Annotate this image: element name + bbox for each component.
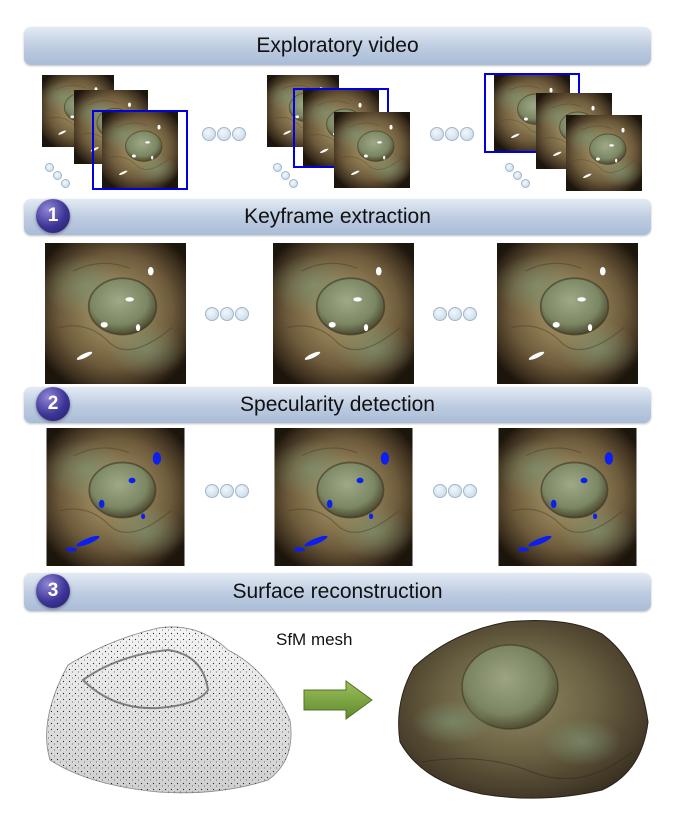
ellipsis-dot bbox=[430, 127, 444, 141]
step-3-number: 3 bbox=[36, 574, 70, 608]
step-2-number: 2 bbox=[36, 387, 70, 421]
specularity-frame bbox=[260, 428, 427, 566]
ellipsis-dot bbox=[220, 484, 234, 498]
ellipsis-dot bbox=[61, 179, 70, 188]
ellipsis-dot bbox=[281, 171, 290, 180]
ellipsis-dot bbox=[463, 307, 477, 321]
step-3-bar: Surface reconstruction bbox=[24, 573, 651, 611]
step-2-label: Specularity detection bbox=[240, 393, 435, 416]
step-1-bar: Keyframe extraction bbox=[24, 199, 651, 235]
ellipsis-dot bbox=[445, 127, 459, 141]
ellipsis-dot bbox=[460, 127, 474, 141]
ellipsis-dot bbox=[235, 484, 249, 498]
ellipsis-dot bbox=[448, 484, 462, 498]
ellipsis-dot bbox=[289, 179, 298, 188]
ellipsis-dot bbox=[433, 484, 447, 498]
step-1-number: 1 bbox=[36, 199, 70, 233]
step-3-label: Surface reconstruction bbox=[232, 580, 443, 603]
ellipsis-dot bbox=[448, 307, 462, 321]
keyframe bbox=[32, 243, 199, 384]
ellipsis-dot bbox=[220, 307, 234, 321]
specularity-frame bbox=[484, 428, 651, 566]
video-frame bbox=[558, 115, 650, 191]
ellipsis-dot bbox=[205, 307, 219, 321]
ellipsis-dot bbox=[463, 484, 477, 498]
keyframe bbox=[484, 243, 651, 384]
ellipsis-dot bbox=[513, 171, 522, 180]
ellipsis-dot bbox=[217, 127, 231, 141]
textured-surface-image bbox=[392, 612, 652, 804]
ellipsis-dot bbox=[53, 171, 62, 180]
exploratory-video-header: Exploratory video bbox=[24, 27, 651, 65]
keyframe bbox=[260, 243, 427, 384]
ellipsis-dot bbox=[45, 163, 54, 172]
specularity-frame bbox=[32, 428, 199, 566]
header-title: Exploratory video bbox=[256, 34, 419, 57]
ellipsis-dot bbox=[205, 484, 219, 498]
ellipsis-dot bbox=[235, 307, 249, 321]
ellipsis-dot bbox=[202, 127, 216, 141]
ellipsis-dot bbox=[232, 127, 246, 141]
ellipsis-dot bbox=[433, 307, 447, 321]
step-2-bar: Specularity detection bbox=[24, 387, 651, 423]
sfm-mesh-caption: SfM mesh bbox=[276, 630, 353, 649]
ellipsis-dot bbox=[505, 163, 514, 172]
video-frame bbox=[326, 112, 418, 188]
arrow-icon bbox=[302, 680, 374, 720]
selected-video-frame bbox=[92, 110, 188, 190]
sfm-mesh-image bbox=[38, 620, 298, 800]
step-1-label: Keyframe extraction bbox=[244, 205, 431, 228]
ellipsis-dot bbox=[521, 179, 530, 188]
ellipsis-dot bbox=[273, 163, 282, 172]
